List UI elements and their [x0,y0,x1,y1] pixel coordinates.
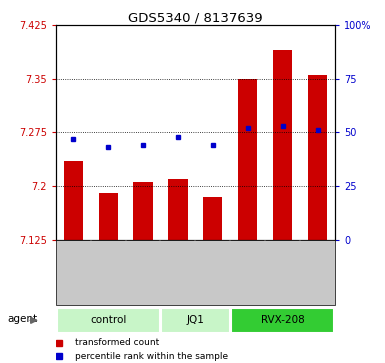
Text: GSM1239645: GSM1239645 [104,245,113,301]
FancyBboxPatch shape [231,308,334,333]
Text: GSM1239644: GSM1239644 [69,245,78,301]
Bar [168,179,187,240]
Text: GSM1239651: GSM1239651 [313,245,322,301]
Text: RVX-208: RVX-208 [261,315,305,325]
Bar [273,50,292,240]
FancyBboxPatch shape [161,308,229,333]
Text: JQ1: JQ1 [186,315,204,325]
Bar [238,79,257,240]
Text: GSM1239650: GSM1239650 [278,245,287,301]
Bar [99,193,118,240]
Text: GSM1239647: GSM1239647 [173,245,182,301]
Text: percentile rank within the sample: percentile rank within the sample [75,352,228,361]
FancyBboxPatch shape [57,308,160,333]
Text: GSM1239648: GSM1239648 [208,245,218,301]
Text: GSM1239649: GSM1239649 [243,245,252,301]
Title: GDS5340 / 8137639: GDS5340 / 8137639 [128,11,263,24]
Text: transformed count: transformed count [75,338,160,347]
Bar [203,197,223,240]
Bar [64,161,83,240]
Text: control: control [90,315,126,325]
Text: agent: agent [8,314,38,324]
Bar [308,76,327,240]
Bar [134,183,152,240]
Text: GSM1239646: GSM1239646 [139,245,147,301]
